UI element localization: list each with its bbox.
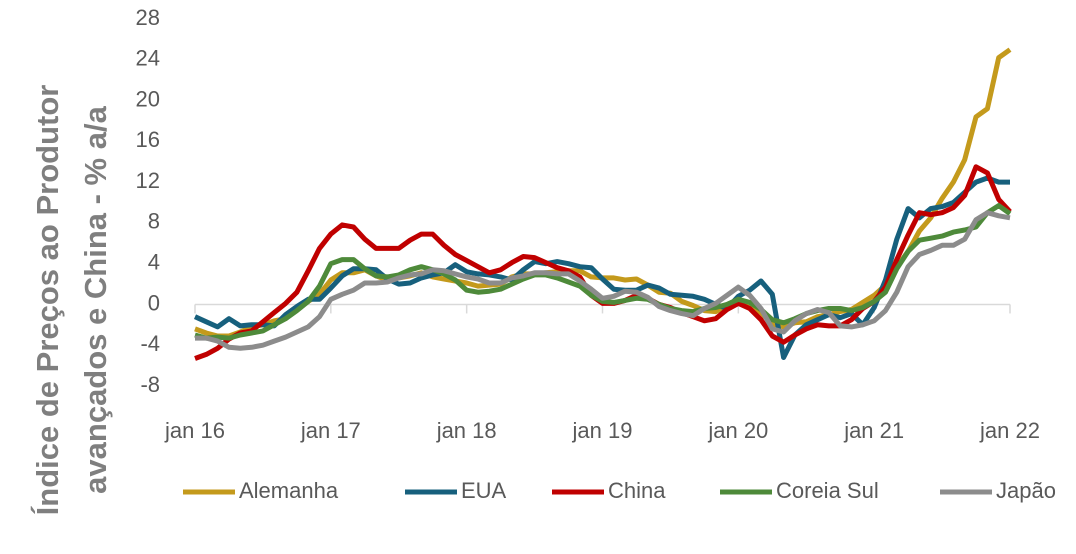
x-tick-label: jan 18: [436, 418, 497, 443]
x-tick-label: jan 17: [300, 418, 361, 443]
y-axis-label: Índice de Preços ao Produtor: [30, 85, 65, 516]
y-tick-label: 16: [136, 127, 160, 152]
legend-label: Coreia Sul: [776, 478, 879, 503]
y-tick-label: 28: [136, 5, 160, 30]
y-axis-label: avançados e China - % a/a: [78, 105, 113, 493]
legend-label: EUA: [461, 478, 507, 503]
y-tick-label: 0: [148, 290, 160, 315]
x-tick-label: jan 22: [979, 418, 1040, 443]
y-tick-label: 4: [148, 249, 160, 274]
x-tick-label: jan 19: [572, 418, 633, 443]
y-tick-label: 12: [136, 168, 160, 193]
series-line: [195, 210, 1011, 351]
x-tick-label: jan 21: [843, 418, 904, 443]
legend-label: Alemanha: [239, 478, 339, 503]
x-tick-label: jan 20: [707, 418, 768, 443]
series-line: [193, 175, 1010, 360]
legend-label: Japão: [996, 478, 1056, 503]
legend-label: China: [608, 478, 666, 503]
y-tick-label: 24: [136, 46, 160, 71]
y-tick-label: -8: [140, 372, 160, 397]
x-tick-label: jan 16: [164, 418, 225, 443]
series-line: [194, 203, 1012, 341]
y-tick-label: 20: [136, 86, 160, 111]
y-tick-label: -4: [140, 331, 160, 356]
y-tick-label: 8: [148, 209, 160, 234]
